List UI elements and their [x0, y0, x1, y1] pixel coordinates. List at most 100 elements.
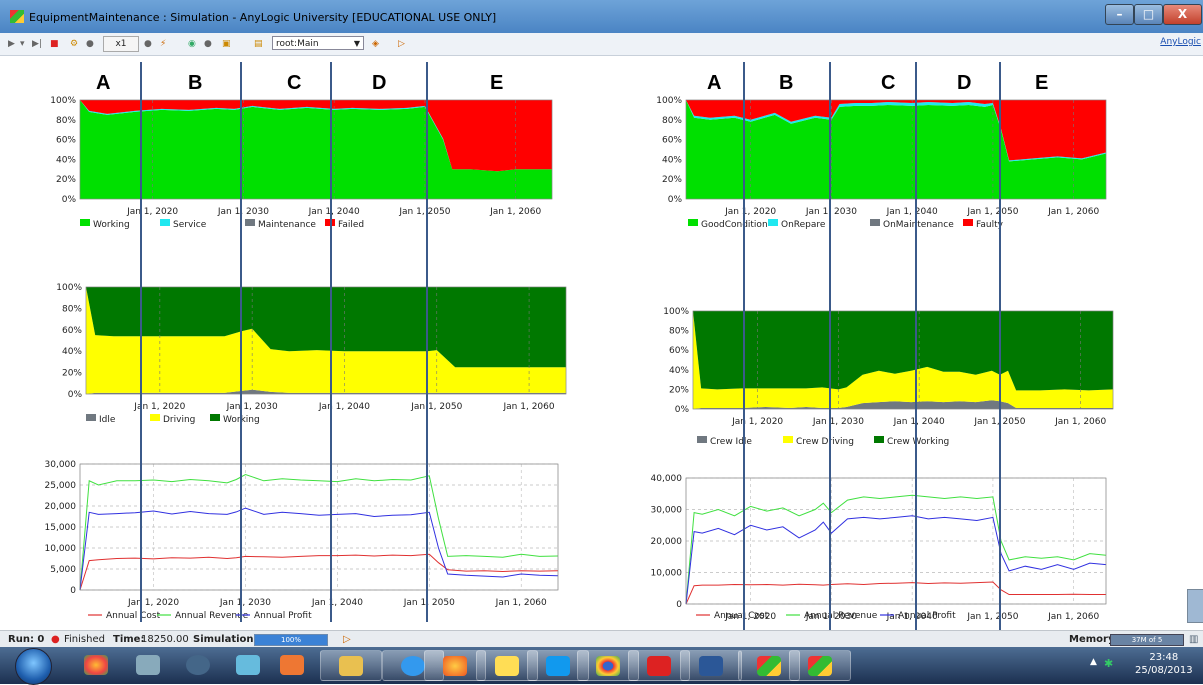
legend-swatch [150, 414, 160, 421]
folder-icon[interactable]: ▣ [222, 39, 231, 49]
back-icon[interactable]: ● [204, 39, 212, 49]
legend-label: Annual Cost [106, 611, 161, 621]
stop-icon[interactable]: ■ [50, 39, 59, 49]
real-time-icon[interactable]: ⚡ [160, 39, 167, 49]
speed-down-icon[interactable]: ● [86, 39, 94, 49]
taskbar-app-chrome[interactable] [577, 650, 639, 681]
legend-label: Crew Driving [796, 437, 854, 447]
taskbar-app-chrome-canary[interactable] [66, 650, 128, 681]
slower-icon[interactable]: ⚙ [70, 39, 79, 49]
chart-6-line-annual-profit [685, 515, 1107, 605]
legend-swatch [688, 219, 698, 226]
trash-icon[interactable]: ▥ [1189, 634, 1199, 645]
step-icon[interactable]: ▶| [32, 39, 42, 49]
chart-6-ytick: 20,000 [651, 537, 683, 547]
chart-2-area-working [86, 287, 566, 368]
chart-1-area-working [80, 100, 552, 199]
taskbar-app-acrobat[interactable] [628, 650, 690, 681]
chart-6-ytick: 40,000 [651, 474, 683, 484]
chart-4-frame [685, 99, 1107, 200]
chart-3-xtick: Jan 1, 2060 [495, 598, 547, 608]
flag-icon[interactable]: ▷ [398, 39, 405, 49]
zone-label-a-left: A [96, 72, 111, 94]
chart-6-ytick: 10,000 [651, 569, 683, 579]
zone-label-d-left: D [372, 72, 387, 94]
chart-3-ytick: 10,000 [45, 544, 77, 554]
legend-label: Crew Idle [710, 437, 752, 447]
chart-5-area-crew-driving [693, 311, 1113, 409]
zone-divider-right-2 [829, 62, 831, 630]
chart-1-ytick: 80% [56, 116, 76, 126]
flag-icon[interactable]: ▷ [343, 634, 351, 645]
legend-swatch [963, 219, 973, 226]
chart-3-ytick: 20,000 [45, 502, 77, 512]
anylogic-app-icon [10, 10, 24, 23]
chart-2-ytick: 40% [62, 347, 82, 357]
clock[interactable]: 23:48 25/08/2013 [1135, 651, 1193, 677]
chart-5-ytick: 60% [669, 346, 689, 356]
chart-1-area-failed [80, 100, 552, 172]
chart-6-xtick: Jan 1, 2020 [724, 612, 776, 622]
taskbar-app-media[interactable] [262, 650, 324, 681]
title-bar: EquipmentMaintenance : Simulation - AnyL… [0, 0, 1203, 33]
chart-3-xtick: Jan 1, 2030 [219, 598, 271, 608]
chart-4-area-faulty [686, 100, 1106, 161]
legend-swatch [870, 219, 880, 226]
chart-4-xtick: Jan 1, 2020 [724, 207, 776, 217]
chart-3-line-annual-cost [79, 553, 559, 591]
windows-taskbar: ▲ ✱ 23:48 25/08/2013 [0, 647, 1203, 685]
zoom-icon[interactable]: ◈ [372, 39, 379, 49]
speed-up-icon[interactable]: ● [144, 39, 152, 49]
chart-2-ytick: 100% [56, 283, 82, 293]
legend-label: Idle [99, 415, 116, 425]
chart-4-xtick: Jan 1, 2050 [966, 207, 1018, 217]
anylogic-link[interactable]: AnyLogic [1160, 37, 1201, 47]
legend-label: OnRepare [781, 220, 826, 230]
taskbar-app-hp[interactable] [168, 650, 230, 681]
maximize-button[interactable]: □ [1134, 4, 1163, 25]
chart-3-ytick: 25,000 [45, 481, 77, 491]
chart-4-ytick: 0% [668, 195, 683, 205]
chart-5-xtick: Jan 1, 2030 [812, 417, 864, 427]
taskbar-app-explorer[interactable] [320, 650, 382, 681]
taskbar-app-camera[interactable] [218, 650, 280, 681]
finished-icon: ● [51, 634, 60, 645]
time-value: 18250.00 [141, 634, 189, 645]
navigate-icon[interactable]: ◉ [188, 39, 196, 49]
taskbar-app-word[interactable] [680, 650, 742, 681]
charts-canvas: 0% 20% 40% 60% 80% 100% Jan 1, 2020 Jan 1, 2030… [45, 96, 1114, 622]
tray-expand-icon[interactable]: ▲ [1090, 657, 1097, 667]
taskbar-app-remote[interactable] [118, 650, 180, 681]
legend-swatch [160, 219, 170, 226]
zone-label-d-right: D [957, 72, 972, 94]
play-icon[interactable]: ▶ [8, 39, 15, 49]
network-icon[interactable]: ✱ [1104, 657, 1114, 670]
legend-label: Annual Revenue [175, 611, 249, 621]
taskbar-app-ie[interactable] [382, 650, 444, 681]
chart-2-ytick: 20% [62, 369, 82, 379]
close-button[interactable]: X [1163, 4, 1202, 25]
chart-4-xtick: Jan 1, 2060 [1047, 207, 1099, 217]
legend-swatch [697, 436, 707, 443]
zone-divider-right-3 [915, 62, 917, 630]
chart-1-xtick: Jan 1, 2020 [126, 207, 178, 217]
side-panel-button[interactable] [1187, 589, 1203, 623]
root-selector[interactable]: root:Main ▼ [272, 36, 364, 50]
chart-3-frame [79, 463, 559, 591]
chart-1-xtick: Jan 1, 2050 [398, 207, 450, 217]
taskbar-app-anylogic-1[interactable] [738, 650, 800, 681]
chart-5-xtick: Jan 1, 2020 [731, 417, 783, 427]
taskbar-app-anylogic-2[interactable] [789, 650, 851, 681]
taskbar-app-firefox[interactable] [424, 650, 486, 681]
run-dropdown-icon[interactable]: ▾ [20, 39, 25, 49]
window-title: EquipmentMaintenance : Simulation - AnyL… [29, 11, 497, 24]
legend-label: Driving [163, 415, 195, 425]
start-button[interactable] [15, 648, 52, 685]
chart-3-line-annual-profit [79, 507, 559, 591]
minimize-button[interactable]: – [1105, 4, 1134, 25]
chart-2-area-driving [86, 287, 566, 394]
chart-1-xtick: Jan 1, 2060 [489, 207, 541, 217]
simulation-label: Simulation: [193, 634, 258, 645]
taskbar-app-notes[interactable] [476, 650, 538, 681]
taskbar-app-skype[interactable] [527, 650, 589, 681]
